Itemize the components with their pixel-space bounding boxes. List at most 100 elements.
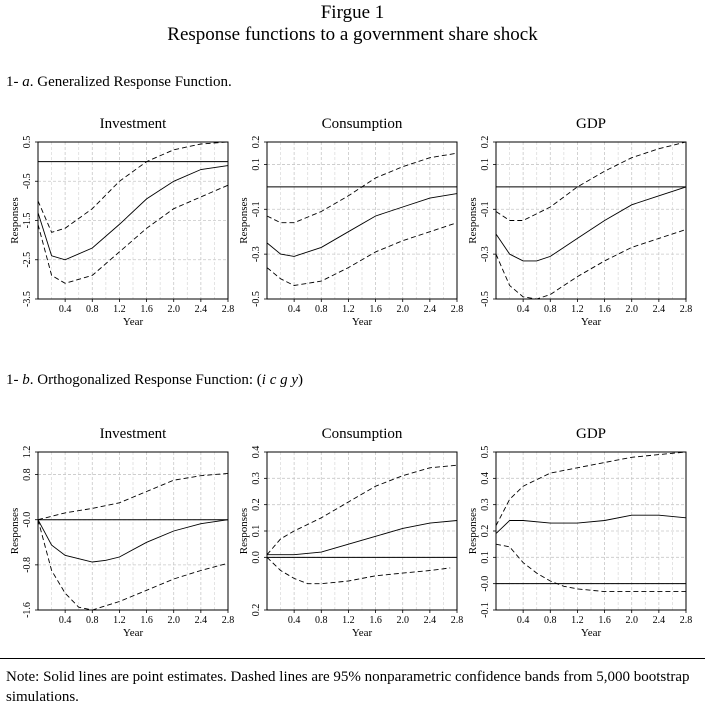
chart5-xtick-label: 0.8 xyxy=(315,615,328,626)
chart3-ytick-label: 0.1 xyxy=(480,158,491,171)
chart6-frame xyxy=(495,451,687,611)
chart2-ytick-label: 0.2 xyxy=(251,136,262,149)
chart5-series-point-estimate xyxy=(267,520,458,556)
chart1-xlabel: Year xyxy=(123,316,144,328)
chart6-ytick-label: 0.5 xyxy=(480,446,491,459)
chart6-ytick-label: 0.1 xyxy=(480,551,491,564)
chart2-ytick-label: -0.5 xyxy=(251,291,262,307)
chart5-xtick-label: 1.2 xyxy=(342,615,355,626)
chart5-xlabel: Year xyxy=(352,627,373,639)
chart4-xtick-label: 1.6 xyxy=(140,615,153,626)
chart6-xtick-label: 1.2 xyxy=(571,615,584,626)
chart4-ytick-label: 1.2 xyxy=(22,446,33,459)
chart1-xtick-label: 2.8 xyxy=(222,304,235,315)
chart4-xtick-label: 1.2 xyxy=(113,615,126,626)
chart4-frame xyxy=(37,451,229,611)
chart2-panel: Consumption 0.4 0.8 1.2 1.6 2.0 2.4 2.8 0.2 0.1 -0… xyxy=(238,116,463,328)
chart1-ytick-label: -0.5 xyxy=(22,173,33,189)
chart6-xtick-label: 1.6 xyxy=(598,615,611,626)
chart4-xtick-label: 0.4 xyxy=(59,615,72,626)
section-b-heading: 1- b. Orthogonalized Response Function: … xyxy=(6,371,303,389)
chart3-xtick-label: 1.6 xyxy=(598,304,611,315)
chart3-xtick-label: 0.8 xyxy=(544,304,557,315)
chart5-series-band-1 xyxy=(266,464,458,555)
chart4-xtick-label: 2.8 xyxy=(222,615,235,626)
section-a-prefix: 1- xyxy=(6,74,23,90)
chart5-ytick-label: 0.3 xyxy=(251,472,262,485)
chart5-xtick-label: 1.6 xyxy=(369,615,382,626)
chart6-xtick-label: 0.4 xyxy=(517,615,530,626)
chart6-series-band-1 xyxy=(495,451,687,526)
chart2-xtick-label: 0.4 xyxy=(288,304,301,315)
chart5-ytick-label: 0.2 xyxy=(251,604,262,617)
chart5-xtick-label: 0.4 xyxy=(288,615,301,626)
chart2-series-point-estimate xyxy=(266,193,458,257)
chart1-title: Investment xyxy=(100,116,167,132)
chart4-title: Investment xyxy=(100,426,167,442)
chart5-ytick-label: 0.4 xyxy=(251,446,262,459)
chart1-xtick-label: 1.2 xyxy=(113,304,126,315)
chart6-panel: GDP 0.4 0.8 1.2 1.6 2.0 2.4 2.8 0.5 0.4 0.3 0.2 0.1 -… xyxy=(467,426,692,639)
chart5-ylabel: Responses xyxy=(238,508,250,554)
chart3-xtick-label: 2.8 xyxy=(680,304,693,315)
section-a-text: . Generalized Response Function. xyxy=(29,74,232,90)
chart3-ytick-label: 0.2 xyxy=(480,136,491,149)
chart5-xtick-label: 2.4 xyxy=(424,615,437,626)
chart4-xlabel: Year xyxy=(123,627,144,639)
chart4-series-point-estimate xyxy=(37,519,229,563)
section-b-prefix: 1- xyxy=(6,372,23,388)
chart5-frame xyxy=(266,451,458,611)
chart6-xtick-label: 2.0 xyxy=(625,615,638,626)
figure-title: Firgue 1 xyxy=(320,2,385,23)
chart2-ylabel: Responses xyxy=(238,197,250,243)
chart1-panel: Investment 0.4 0.8 1.2 1.6 2.0 2.4 2.8 0.5 -0.5 -1… xyxy=(9,116,234,328)
chart4-ytick-label: 0.8 xyxy=(22,468,33,481)
chart6-title: GDP xyxy=(576,426,606,442)
chart2-xtick-label: 1.6 xyxy=(369,304,382,315)
chart4-series-band-2 xyxy=(37,519,229,611)
figure-subtitle: Response functions to a government share… xyxy=(167,24,538,45)
chart1-xtick-label: 2.4 xyxy=(195,304,208,315)
chart3-ytick-label: -0.1 xyxy=(480,201,491,217)
chart3-series-band-1 xyxy=(495,141,687,221)
chart3-ylabel: Responses xyxy=(467,197,479,243)
chart1-ytick-label: 0.5 xyxy=(22,136,33,149)
chart1-xtick-label: 1.6 xyxy=(140,304,153,315)
chart2-title: Consumption xyxy=(322,116,403,132)
chart1-series-point-estimate xyxy=(37,165,229,261)
chart2-ytick-label: -0.1 xyxy=(251,201,262,217)
section-b-letter: b xyxy=(22,372,30,388)
chart4-panel: Investment 0.4 0.8 1.2 1.6 2.0 2.4 2.8 1.2 0.8 -0.… xyxy=(9,426,234,639)
chart5-xtick-label: 2.0 xyxy=(396,615,409,626)
chart1-frame xyxy=(37,141,229,300)
chart2-xtick-label: 2.0 xyxy=(396,304,409,315)
section-b-vars: i c g y xyxy=(261,372,299,388)
chart6-ytick-label: -0.1 xyxy=(480,602,491,618)
chart3-title: GDP xyxy=(576,116,606,132)
chart3-xtick-label: 0.4 xyxy=(517,304,530,315)
chart5-series-band-2 xyxy=(266,556,451,585)
response-function-charts: Investment 0.4 0.8 1.2 1.6 2.0 2.4 2.8 0.5 -0.5 -1… xyxy=(9,116,693,639)
chart1-ytick-label: -3.5 xyxy=(22,291,33,307)
chart6-series-band-2 xyxy=(495,543,686,593)
chart2-xtick-label: 0.8 xyxy=(315,304,328,315)
chart1-ytick-label: -2.5 xyxy=(22,252,33,268)
chart2-xtick-label: 1.2 xyxy=(342,304,355,315)
chart5-ytick-label: 0.0 xyxy=(251,551,262,564)
chart3-xlabel: Year xyxy=(581,316,602,328)
chart2-xtick-label: 2.8 xyxy=(451,304,464,315)
chart1-series-band-1 xyxy=(37,141,229,233)
chart6-ytick-label: 0.2 xyxy=(480,525,491,538)
note-divider xyxy=(0,658,705,659)
chart2-frame xyxy=(266,141,458,300)
chart4-ytick-label: -1.6 xyxy=(22,602,33,618)
chart6-ytick-label: 0.4 xyxy=(480,472,491,485)
chart6-xlabel: Year xyxy=(581,627,602,639)
chart6-series-point-estimate xyxy=(495,514,687,534)
chart4-ylabel: Responses xyxy=(9,508,21,554)
figure-note: Note: Solid lines are point estimates. D… xyxy=(6,669,690,705)
chart3-frame xyxy=(495,141,687,300)
chart6-ytick-label: -0.0 xyxy=(480,576,491,592)
chart3-xtick-label: 2.0 xyxy=(625,304,638,315)
section-a-heading: 1- a. Generalized Response Function. xyxy=(6,73,232,91)
